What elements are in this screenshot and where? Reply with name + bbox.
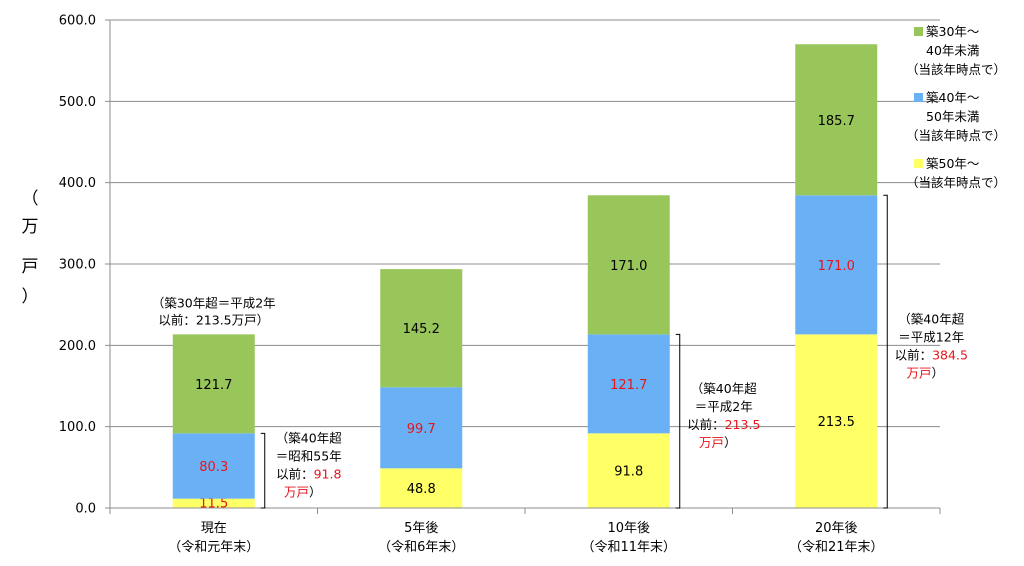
x-tick-label: 5年後 xyxy=(404,521,438,536)
x-tick-label: 20年後 xyxy=(815,521,858,536)
y-tick-label: 400.0 xyxy=(59,176,96,191)
data-label: 145.2 xyxy=(403,322,440,337)
bar-segment xyxy=(795,44,878,196)
y-axis-label-char: 戸 xyxy=(22,257,39,277)
legend-label: （当該年時点で） xyxy=(906,62,1006,77)
legend-swatch xyxy=(914,27,923,36)
bar-segment xyxy=(587,195,670,335)
y-axis-label-char: 万 xyxy=(22,217,39,237)
x-tick-label: （令和21年末） xyxy=(789,540,884,555)
bracket xyxy=(675,333,681,509)
annotations: （築30年超＝平成2年以前：213.5万戸）（築40年超＝昭和55年以前：91.… xyxy=(152,194,968,509)
bar-segment xyxy=(380,468,463,508)
x-tick-label: 現在 xyxy=(201,521,227,536)
bracket-note-line: 以前：384.5 xyxy=(895,348,968,363)
data-label: 99.7 xyxy=(407,422,436,437)
bracket-note-line: 以前：91.8 xyxy=(276,467,341,482)
bar-segment xyxy=(587,433,670,508)
x-tick-label: （令和6年末） xyxy=(378,540,464,555)
bars: 11.5 80.3 121.7 48.8 99.7 145.2 91.8 121.7 171.0… xyxy=(172,44,878,512)
data-label: 11.5 xyxy=(199,497,228,512)
bar-segment xyxy=(172,433,255,499)
data-label: 213.5 xyxy=(818,415,855,430)
y-axis-label: （ 万戸 ） xyxy=(22,189,39,307)
data-label: 121.7 xyxy=(610,378,647,393)
data-label: 121.7 xyxy=(195,378,232,393)
y-tick-label: 0.0 xyxy=(75,502,96,517)
top-note: 以前：213.5万戸） xyxy=(158,312,269,327)
legend-label: （当該年時点で） xyxy=(906,175,1006,190)
top-note: （築30年超＝平成2年 xyxy=(152,295,276,310)
x-axis: 現在 （令和元年末） 5年後 （令和6年末） 10年後 （令和11年末） 20年後 （令和21… xyxy=(109,507,941,555)
data-label: 171.0 xyxy=(818,259,855,274)
x-tick-label: 10年後 xyxy=(607,521,650,536)
data-label: 171.0 xyxy=(610,259,647,274)
y-axis-label-char: ） xyxy=(22,287,39,307)
bracket-note-unit: 万戸） xyxy=(699,435,737,450)
bracket-note-line: ＝平成12年 xyxy=(898,330,964,345)
legend-label: （当該年時点で） xyxy=(906,128,1006,143)
bracket-note-unit: 万戸） xyxy=(906,366,944,381)
bracket-note-line: （築40年超 xyxy=(276,431,342,446)
bracket xyxy=(260,432,266,509)
bar-segment xyxy=(795,195,878,335)
x-tick-label: （令和元年末） xyxy=(168,540,259,555)
legend-label: 築50年～ xyxy=(926,156,979,171)
bar-segment xyxy=(587,334,670,434)
bracket-note-line: ＝平成2年 xyxy=(695,399,753,414)
legend-label: 40年未満 xyxy=(926,43,979,58)
bracket-note-line: ＝昭和55年 xyxy=(276,449,342,464)
bar-segment xyxy=(380,387,463,469)
legend-swatch xyxy=(914,159,923,168)
x-tick-label: （令和11年末） xyxy=(581,540,676,555)
bracket-note-line: （築40年超 xyxy=(898,312,964,327)
data-label: 185.7 xyxy=(818,114,855,129)
y-tick-label: 500.0 xyxy=(59,95,96,110)
legend-label: 築40年～ xyxy=(926,90,979,105)
bar-segment xyxy=(172,498,255,508)
y-axis: 0.0 100.0 200.0 300.0 400.0 500.0 600.0 xyxy=(59,14,111,517)
data-label: 80.3 xyxy=(199,460,228,475)
bar-segment xyxy=(172,334,255,434)
data-label: 48.8 xyxy=(407,482,436,497)
y-tick-label: 600.0 xyxy=(59,14,96,29)
y-axis-label-char: （ xyxy=(22,189,39,209)
legend-swatch xyxy=(914,93,923,102)
y-tick-label: 100.0 xyxy=(59,420,96,435)
legend: 築30年～ 40年未満 （当該年時点で） 築40年～ 50年未満 （当該年時点で） 築50年… xyxy=(906,24,1006,190)
y-tick-label: 200.0 xyxy=(59,339,96,354)
legend-label: 築30年～ xyxy=(926,24,979,39)
y-tick-label: 300.0 xyxy=(59,258,96,273)
bracket xyxy=(883,194,888,509)
bracket-note-line: （築40年超 xyxy=(691,381,757,396)
bar-segment xyxy=(380,269,463,388)
data-label: 91.8 xyxy=(614,465,643,480)
bracket-note-line: 以前：213.5 xyxy=(687,417,760,432)
bracket-note-unit: 万戸） xyxy=(284,485,322,500)
bar-segment xyxy=(795,334,878,508)
legend-label: 50年未満 xyxy=(926,109,979,124)
